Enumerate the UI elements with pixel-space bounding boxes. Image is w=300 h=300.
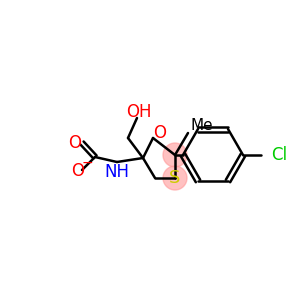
Text: S: S [169, 169, 181, 187]
Text: −: − [81, 156, 93, 170]
Text: O: O [154, 124, 166, 142]
Circle shape [163, 143, 187, 167]
Circle shape [163, 166, 187, 190]
Text: OH: OH [126, 103, 152, 121]
Text: O: O [71, 162, 85, 180]
Text: O: O [68, 134, 82, 152]
Text: Me: Me [191, 118, 214, 133]
Text: Cl: Cl [271, 146, 287, 164]
Text: NH: NH [104, 163, 130, 181]
